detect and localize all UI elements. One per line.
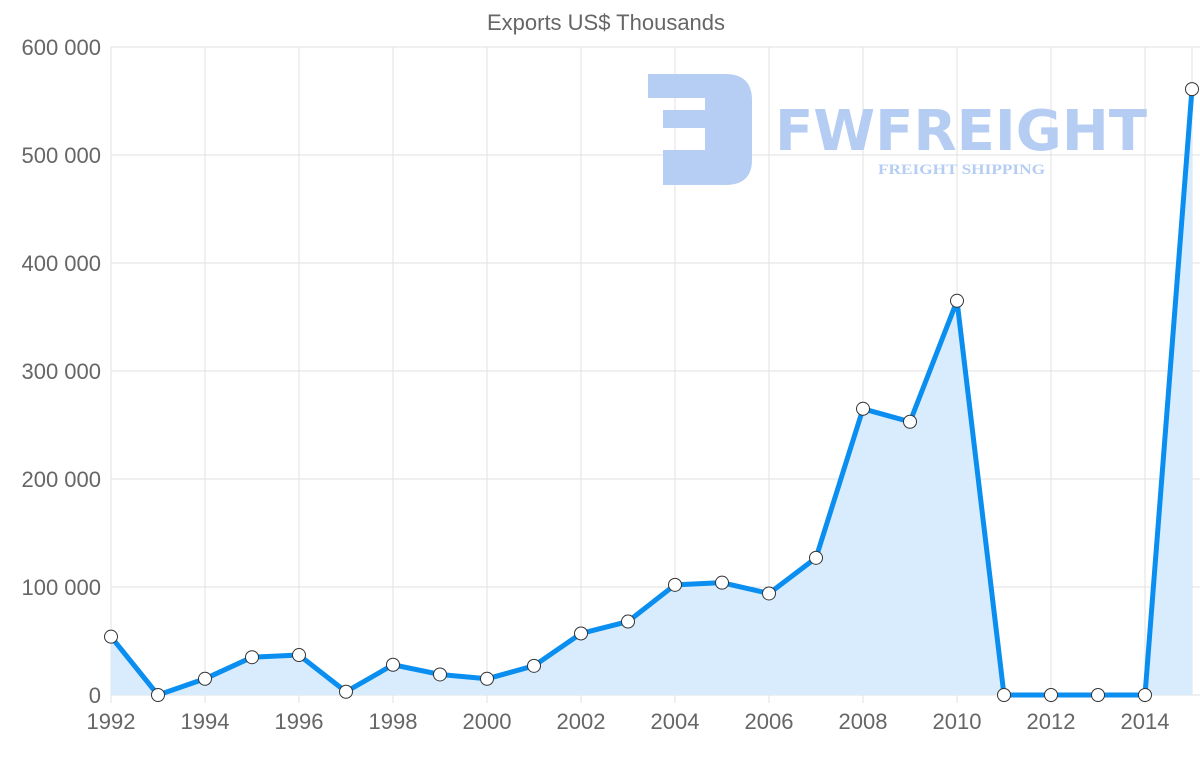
data-point xyxy=(1185,82,1199,97)
data-point xyxy=(668,577,682,592)
data-point xyxy=(950,293,964,308)
data-point xyxy=(245,650,259,665)
data-point xyxy=(151,688,165,702)
y-tick-label: 300 000 xyxy=(21,359,101,384)
series xyxy=(104,82,1199,702)
x-tick-label: 1992 xyxy=(87,709,136,734)
data-point xyxy=(198,671,212,686)
x-tick-label: 2006 xyxy=(745,709,794,734)
data-point xyxy=(386,657,400,672)
data-point xyxy=(762,586,776,601)
data-point xyxy=(856,401,870,416)
data-point xyxy=(1044,688,1058,702)
chart-title: Exports US$ Thousands xyxy=(487,10,725,35)
series-line xyxy=(109,88,1195,698)
data-point xyxy=(527,658,541,673)
data-point xyxy=(339,684,353,699)
y-tick-label: 0 xyxy=(89,683,101,708)
data-point xyxy=(104,629,118,644)
y-tick-label: 600 000 xyxy=(21,35,101,60)
data-point xyxy=(809,550,823,565)
area-fill xyxy=(111,89,1192,696)
y-tick-label: 400 000 xyxy=(21,251,101,276)
x-tick-label: 2002 xyxy=(557,709,606,734)
x-tick-label: 2004 xyxy=(651,709,700,734)
y-tick-label: 500 000 xyxy=(21,143,101,168)
data-point xyxy=(480,671,494,686)
y-axis: 0 100 000 200 000 300 000 400 000 500 000 600 … xyxy=(21,35,101,708)
logo-mark-icon xyxy=(648,74,752,185)
x-tick-label: 2010 xyxy=(933,709,982,734)
svg-text:FWFREIGHT: FWFREIGHT xyxy=(775,99,1147,164)
x-axis: 1992 1994 1996 1998 2000 2002 2004 2006 2008 2010… xyxy=(87,709,1170,734)
x-tick-label: 1998 xyxy=(369,709,418,734)
data-point xyxy=(292,648,306,663)
x-tick-label: 2008 xyxy=(839,709,888,734)
data-point xyxy=(997,688,1011,702)
data-point xyxy=(715,575,729,590)
data-point xyxy=(574,626,588,641)
y-tick-label: 200 000 xyxy=(21,467,101,492)
watermark-logo: FWFREIGHT FREIGHT SHIPPING xyxy=(648,74,1147,185)
y-tick-label: 100 000 xyxy=(21,575,101,600)
x-tick-label: 2000 xyxy=(463,709,512,734)
data-point xyxy=(621,614,635,629)
data-point xyxy=(903,414,917,429)
svg-text:FREIGHT SHIPPING: FREIGHT SHIPPING xyxy=(878,162,1045,178)
x-tick-label: 1994 xyxy=(181,709,230,734)
x-tick-label: 2012 xyxy=(1027,709,1076,734)
data-point xyxy=(1091,688,1105,702)
data-point xyxy=(1138,688,1152,702)
x-tick-label: 2014 xyxy=(1121,709,1170,734)
x-tick-label: 1996 xyxy=(275,709,324,734)
data-point xyxy=(433,667,447,682)
